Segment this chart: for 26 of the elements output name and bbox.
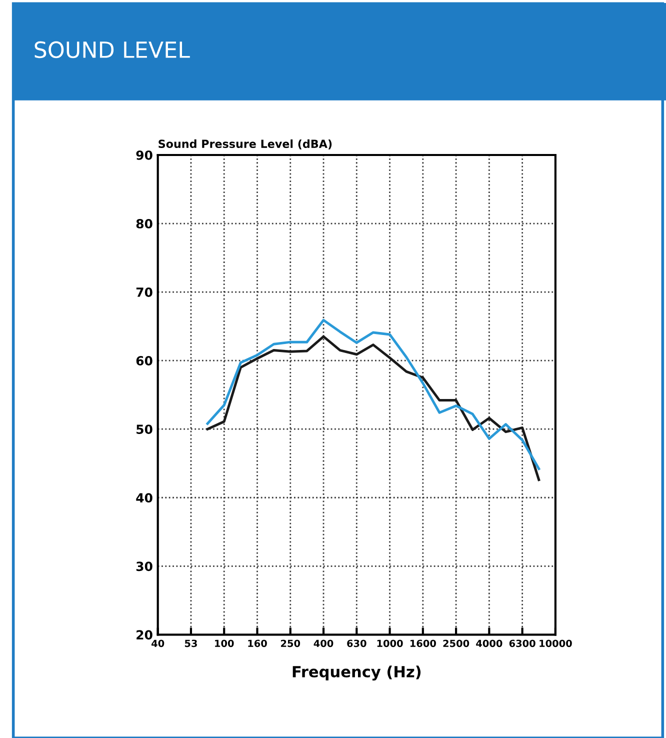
y-tick-label: 60 xyxy=(136,356,152,366)
y-tick-label: 50 xyxy=(136,424,152,434)
y-tick-label: 80 xyxy=(136,218,152,228)
x-tick-label: 40 xyxy=(152,640,164,648)
x-tick-label: 53 xyxy=(184,640,197,648)
x-tick-label: 6300 xyxy=(509,640,536,648)
chart-title: SOUND LEVEL xyxy=(34,41,190,58)
y-tick-label: 40 xyxy=(136,493,152,503)
x-axis-title: Frequency (Hz) xyxy=(292,666,421,681)
line-series xyxy=(206,318,540,470)
y-axis-title: Sound Pressure Level (dBA) xyxy=(158,139,332,150)
x-tick-label: 10000 xyxy=(540,640,572,648)
y-tick-label: 30 xyxy=(136,562,152,572)
x-tick-label: 1600 xyxy=(410,640,436,648)
line-series xyxy=(206,335,540,482)
x-tick-label: 2500 xyxy=(443,640,470,648)
y-tick-label: 90 xyxy=(136,150,152,160)
x-tick-label: 400 xyxy=(314,640,334,648)
x-tick-label: 250 xyxy=(281,640,300,648)
y-tick-label: 20 xyxy=(136,630,152,640)
x-tick-label: 1000 xyxy=(377,640,403,648)
x-tick-label: 4000 xyxy=(476,640,502,648)
x-tick-label: 160 xyxy=(248,640,267,648)
x-tick-label: 630 xyxy=(347,640,366,648)
x-tick-label: 100 xyxy=(215,640,234,648)
y-tick-label: 70 xyxy=(136,288,152,297)
